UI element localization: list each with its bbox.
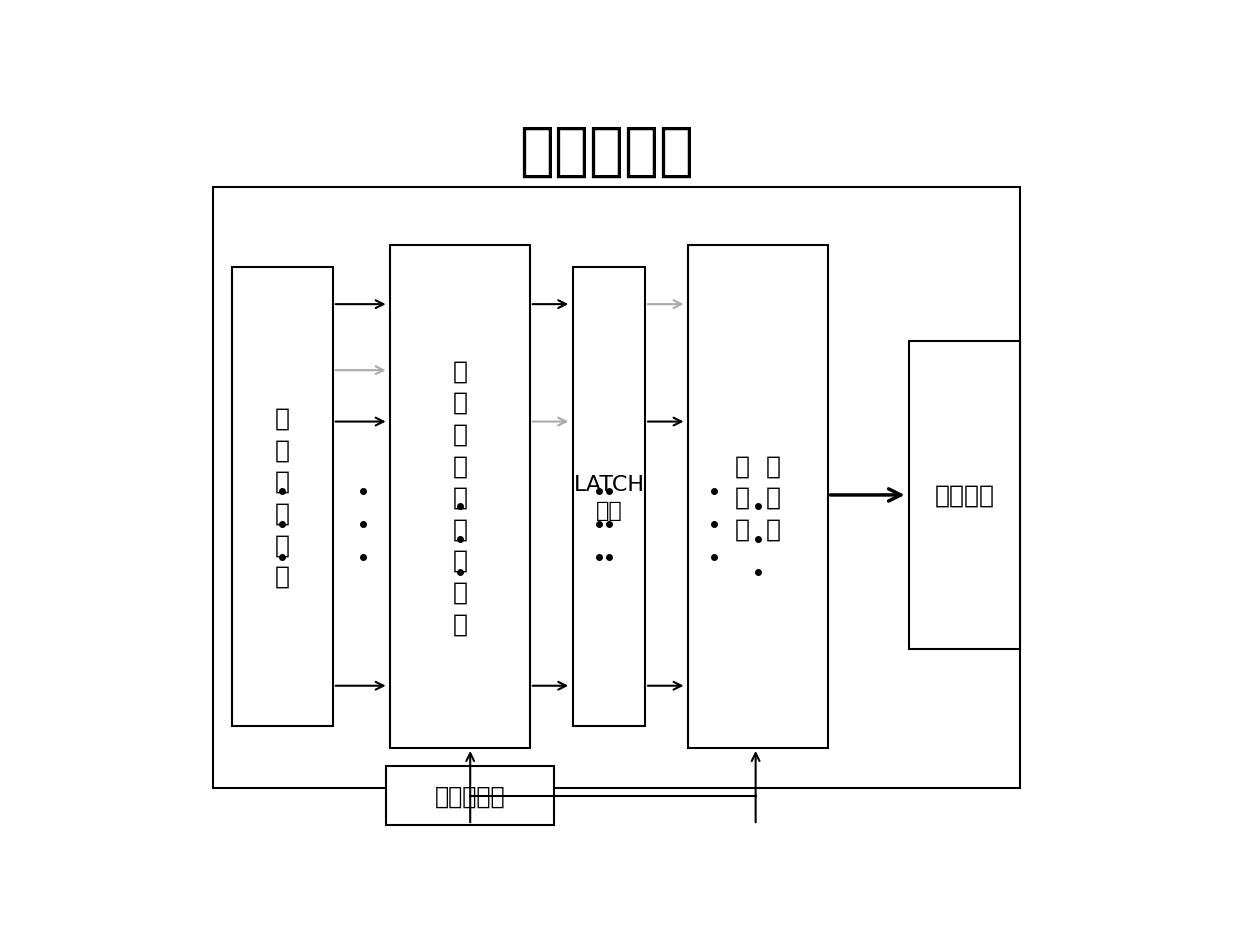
Bar xyxy=(213,188,1019,788)
Bar xyxy=(688,247,828,748)
Bar xyxy=(386,766,554,825)
Text: 成  像
控  制
逻  辑: 成 像 控 制 逻 辑 xyxy=(735,454,781,541)
Text: 像元阵列: 像元阵列 xyxy=(935,484,994,507)
Bar xyxy=(573,268,645,726)
Text: 行逻辑电路: 行逻辑电路 xyxy=(520,123,694,179)
Text: LATCH
阵列: LATCH 阵列 xyxy=(574,474,645,521)
Text: 全局控制器: 全局控制器 xyxy=(434,784,505,808)
Text: 亚
采
样
状
态
标
识
模
块: 亚 采 样 状 态 标 识 模 块 xyxy=(453,359,467,636)
Bar xyxy=(232,268,332,726)
Bar xyxy=(909,342,1019,649)
Text: 开
窗
译
码
模
块: 开 窗 译 码 模 块 xyxy=(275,407,290,588)
Bar xyxy=(391,247,529,748)
